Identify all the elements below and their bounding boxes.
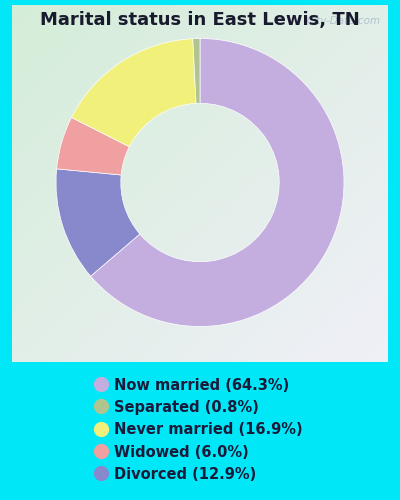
Text: City-Data.com: City-Data.com bbox=[306, 16, 380, 26]
Wedge shape bbox=[91, 38, 344, 327]
Wedge shape bbox=[72, 38, 196, 146]
Wedge shape bbox=[57, 118, 129, 175]
Wedge shape bbox=[56, 169, 140, 276]
Legend: Now married (64.3%), Separated (0.8%), Never married (16.9%), Widowed (6.0%), Di: Now married (64.3%), Separated (0.8%), N… bbox=[92, 374, 308, 486]
Text: Marital status in East Lewis, TN: Marital status in East Lewis, TN bbox=[40, 11, 360, 29]
Wedge shape bbox=[193, 38, 200, 104]
